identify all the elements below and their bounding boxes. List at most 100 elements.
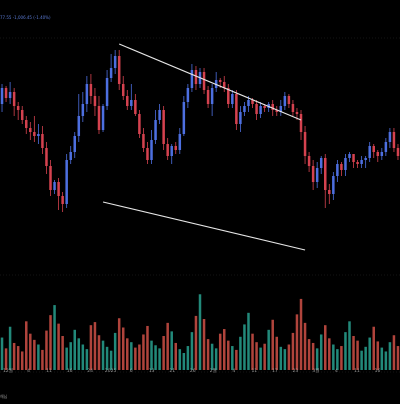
volume-bar [126,338,129,370]
candle-body [283,96,287,106]
volume-bar [186,346,190,370]
volume-bar [332,344,335,370]
volume-bar [392,335,396,370]
candle-body [93,96,97,106]
candle-body [105,78,109,106]
x-tick-label: 21 [169,368,175,374]
candle-body [29,128,32,132]
candle-body [190,70,194,88]
candle-body [372,146,375,152]
price-candles [0,50,400,212]
candle-body [158,110,161,120]
candle-body [53,182,56,190]
volume-bar [77,338,81,370]
candle-body [81,104,85,116]
candle-body [186,88,190,102]
volume-bar [279,346,283,370]
candle-body [77,116,81,136]
x-tick-label: 26 [190,368,196,374]
volume-bar [396,346,400,370]
x-tick-label: 13 [149,368,155,374]
volume-bar [25,321,28,370]
volume-bar [227,340,230,370]
candle-body [352,154,355,162]
candle-body [287,96,291,104]
candle-body [210,88,214,104]
candle-body [295,112,299,114]
candle-body [121,84,125,96]
candle-body [162,110,165,144]
volume-bar [178,349,182,370]
candle-body [170,146,173,156]
candle-body [263,106,266,108]
volume-bar [194,315,198,370]
candle-body [324,158,327,190]
volume-bar [182,353,186,370]
candle-body [0,88,4,104]
lower-channel-line [102,201,306,251]
candle-body [307,156,311,166]
volume-bar [69,342,72,370]
volume-bar [41,349,44,370]
candle-body [16,106,20,110]
candle-body [101,106,105,130]
volume-bar [231,346,234,370]
candle-body [231,94,234,104]
x-tick-label: 16 [375,368,381,374]
volume-bar [130,342,133,370]
volume-bar [0,337,4,370]
volume-bar [267,329,270,370]
candle-body [376,152,380,156]
volume-bar [154,345,157,370]
candle-body [344,158,347,170]
volume-bar [45,330,48,370]
candle-body [356,162,359,164]
trendlines [102,43,306,251]
candle-body [113,56,117,68]
candle-body [340,164,343,170]
candle-body [126,96,129,106]
candle-body [4,88,8,98]
candle-body [33,132,36,136]
x-tick-label: 11 [354,368,360,374]
candle-body [25,120,28,128]
candle-body [299,114,303,132]
candle-body [146,148,149,160]
volume-bar [328,338,331,370]
volume-bar [93,322,97,370]
volume-bar [85,349,89,370]
candle-body [109,68,113,78]
candle-body [227,88,230,104]
candle-body [259,106,262,114]
volume-bar [162,336,165,370]
x-axis-ticks: 12월 4 11 16 24 2025 6 13 21 26 2월 4 11 17 23 3월 4 11 16 [3,367,380,374]
footer-note: 해님 [0,394,8,399]
volume-bar [324,325,327,370]
volume-bar [384,351,388,370]
volume-bar [109,350,113,370]
volume-bar [307,339,311,370]
candle-body [89,84,93,96]
candle-body [8,92,12,98]
volume-bar [89,325,93,370]
volume-bar [283,349,287,370]
candle-body [166,144,169,156]
volume-bar [259,347,262,370]
volume-bar [319,334,323,370]
volume-bar [251,333,254,370]
candle-body [194,70,198,84]
candle-body [251,100,254,104]
x-tick-label: 12월 [3,367,13,374]
volume-bar [29,333,32,370]
volume-bar [16,346,20,370]
volume-bar [198,294,202,370]
candle-body [222,82,226,88]
candle-body [85,84,89,104]
volume-bar [4,348,8,370]
candle-body [388,132,392,142]
x-tick-label: 11 [251,368,257,374]
volume-bar [158,348,161,370]
candle-body [315,168,319,182]
